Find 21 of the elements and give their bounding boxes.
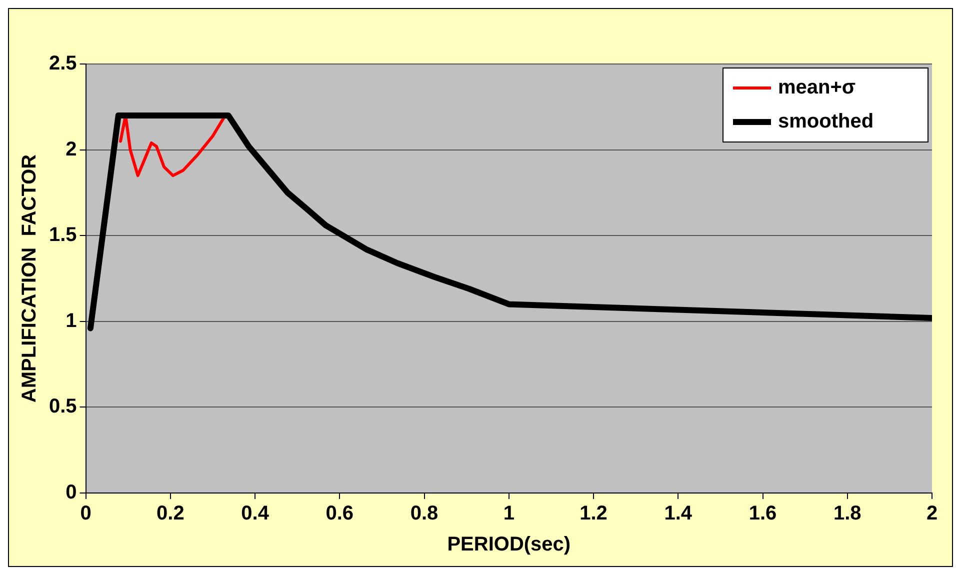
y-tick-label: 1.5 (48, 224, 77, 246)
x-tick-label: 0.6 (326, 502, 354, 525)
x-tick-label: 1.4 (664, 502, 693, 525)
y-tick-label: 1 (66, 310, 77, 332)
x-tick-label: 1 (503, 502, 514, 525)
y-tick-label: 0.5 (48, 396, 77, 418)
x-tick-label: 1.6 (748, 502, 777, 525)
y-tick-label: 2.5 (48, 52, 77, 75)
x-tick-label: 0.2 (156, 502, 184, 525)
legend-label: mean+σ (778, 76, 856, 99)
x-tick-label: 0.4 (241, 502, 270, 525)
y-tick-label: 2 (66, 138, 77, 160)
x-axis-title: PERIOD(sec) (447, 534, 571, 556)
x-tick-label: 0.8 (410, 502, 438, 525)
x-tick-label: 2 (926, 502, 938, 525)
y-axis-title: AMPLIFICATION FACTOR (18, 154, 41, 403)
x-tick-label: 0 (80, 502, 92, 525)
y-tick-label: 0 (66, 482, 77, 504)
legend-label: smoothed (778, 110, 874, 133)
x-tick-label: 1.2 (580, 502, 608, 525)
x-tick-label: 1.8 (833, 502, 862, 525)
